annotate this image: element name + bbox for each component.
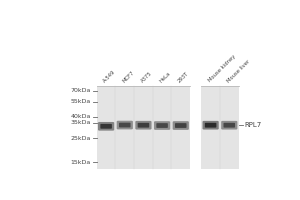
FancyBboxPatch shape — [172, 121, 189, 130]
FancyBboxPatch shape — [138, 123, 149, 128]
Bar — [97, 86, 190, 169]
Text: 15kDa: 15kDa — [71, 160, 91, 165]
FancyBboxPatch shape — [119, 123, 130, 127]
FancyBboxPatch shape — [224, 123, 235, 128]
Text: 55kDa: 55kDa — [71, 99, 91, 104]
Text: 293T: 293T — [177, 70, 190, 83]
Text: A375: A375 — [140, 70, 153, 83]
FancyBboxPatch shape — [135, 121, 152, 130]
Text: 70kDa: 70kDa — [70, 88, 91, 93]
Text: A-549: A-549 — [103, 69, 117, 83]
Text: 40kDa: 40kDa — [70, 114, 91, 119]
Text: Mouse liver: Mouse liver — [226, 58, 251, 83]
FancyBboxPatch shape — [100, 124, 112, 129]
FancyBboxPatch shape — [154, 121, 170, 130]
Text: 25kDa: 25kDa — [70, 136, 91, 141]
FancyBboxPatch shape — [202, 121, 219, 130]
Text: MCF7: MCF7 — [121, 70, 135, 83]
Text: HeLa: HeLa — [159, 70, 172, 83]
FancyBboxPatch shape — [156, 123, 168, 128]
Bar — [201, 86, 238, 169]
Text: 35kDa: 35kDa — [70, 120, 91, 125]
FancyBboxPatch shape — [175, 123, 187, 128]
Text: RPL7: RPL7 — [244, 122, 262, 128]
FancyBboxPatch shape — [98, 122, 114, 131]
FancyBboxPatch shape — [117, 121, 133, 129]
Text: Mouse kidney: Mouse kidney — [207, 54, 236, 83]
FancyBboxPatch shape — [205, 123, 216, 128]
FancyBboxPatch shape — [221, 121, 237, 130]
